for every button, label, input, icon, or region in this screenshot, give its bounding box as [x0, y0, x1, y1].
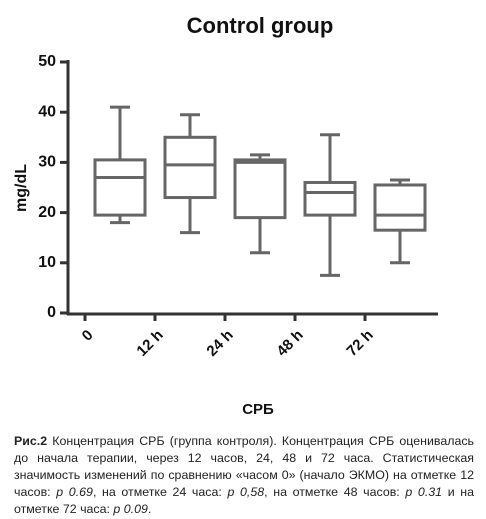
- x-tick-label: 0: [79, 327, 97, 345]
- box: [303, 180, 357, 217]
- p-value: p 0,58: [227, 485, 265, 499]
- x-tick-label: 72 h: [343, 327, 376, 360]
- p-value: p 0.31: [405, 485, 443, 499]
- caption-label: Рис.2: [14, 434, 48, 448]
- y-tick-label: 50: [38, 53, 56, 70]
- y-tick-label: 20: [38, 204, 56, 221]
- p-value: p 0.09: [113, 502, 148, 516]
- caption-text: и на отметке 72 часа:: [14, 485, 475, 516]
- p-value: p 0.69: [56, 485, 93, 499]
- caption-text: Концентрация СРБ (группа контроля). Конц…: [14, 434, 474, 499]
- box: [163, 135, 217, 200]
- chart: Control group mg/dL СРБ 0 10 20 30 40 50 0 12 h…: [13, 13, 438, 418]
- x-tick-label: 12 h: [133, 327, 166, 360]
- caption-text: .: [147, 502, 152, 516]
- y-tick-label: 30: [38, 154, 56, 171]
- x-axis-label: СРБ: [242, 401, 274, 418]
- caption: Рис.2 Концентрация СРБ (группа контроля)…: [14, 433, 474, 518]
- x-tick-label: 48 h: [273, 327, 306, 360]
- x-tick-label: 24 h: [203, 327, 236, 360]
- box: [233, 158, 287, 220]
- y-tick-label: 0: [47, 304, 56, 321]
- box: [373, 183, 427, 232]
- y-tick-label: 10: [38, 254, 56, 271]
- chart-title: Control group: [187, 13, 334, 38]
- y-axis-label: mg/dL: [13, 164, 30, 212]
- box: [93, 158, 147, 217]
- caption-text: , на отметке 24 часа:: [92, 485, 228, 499]
- caption-text: , на отметке 48 часов:: [264, 485, 406, 499]
- y-tick-label: 40: [38, 103, 56, 120]
